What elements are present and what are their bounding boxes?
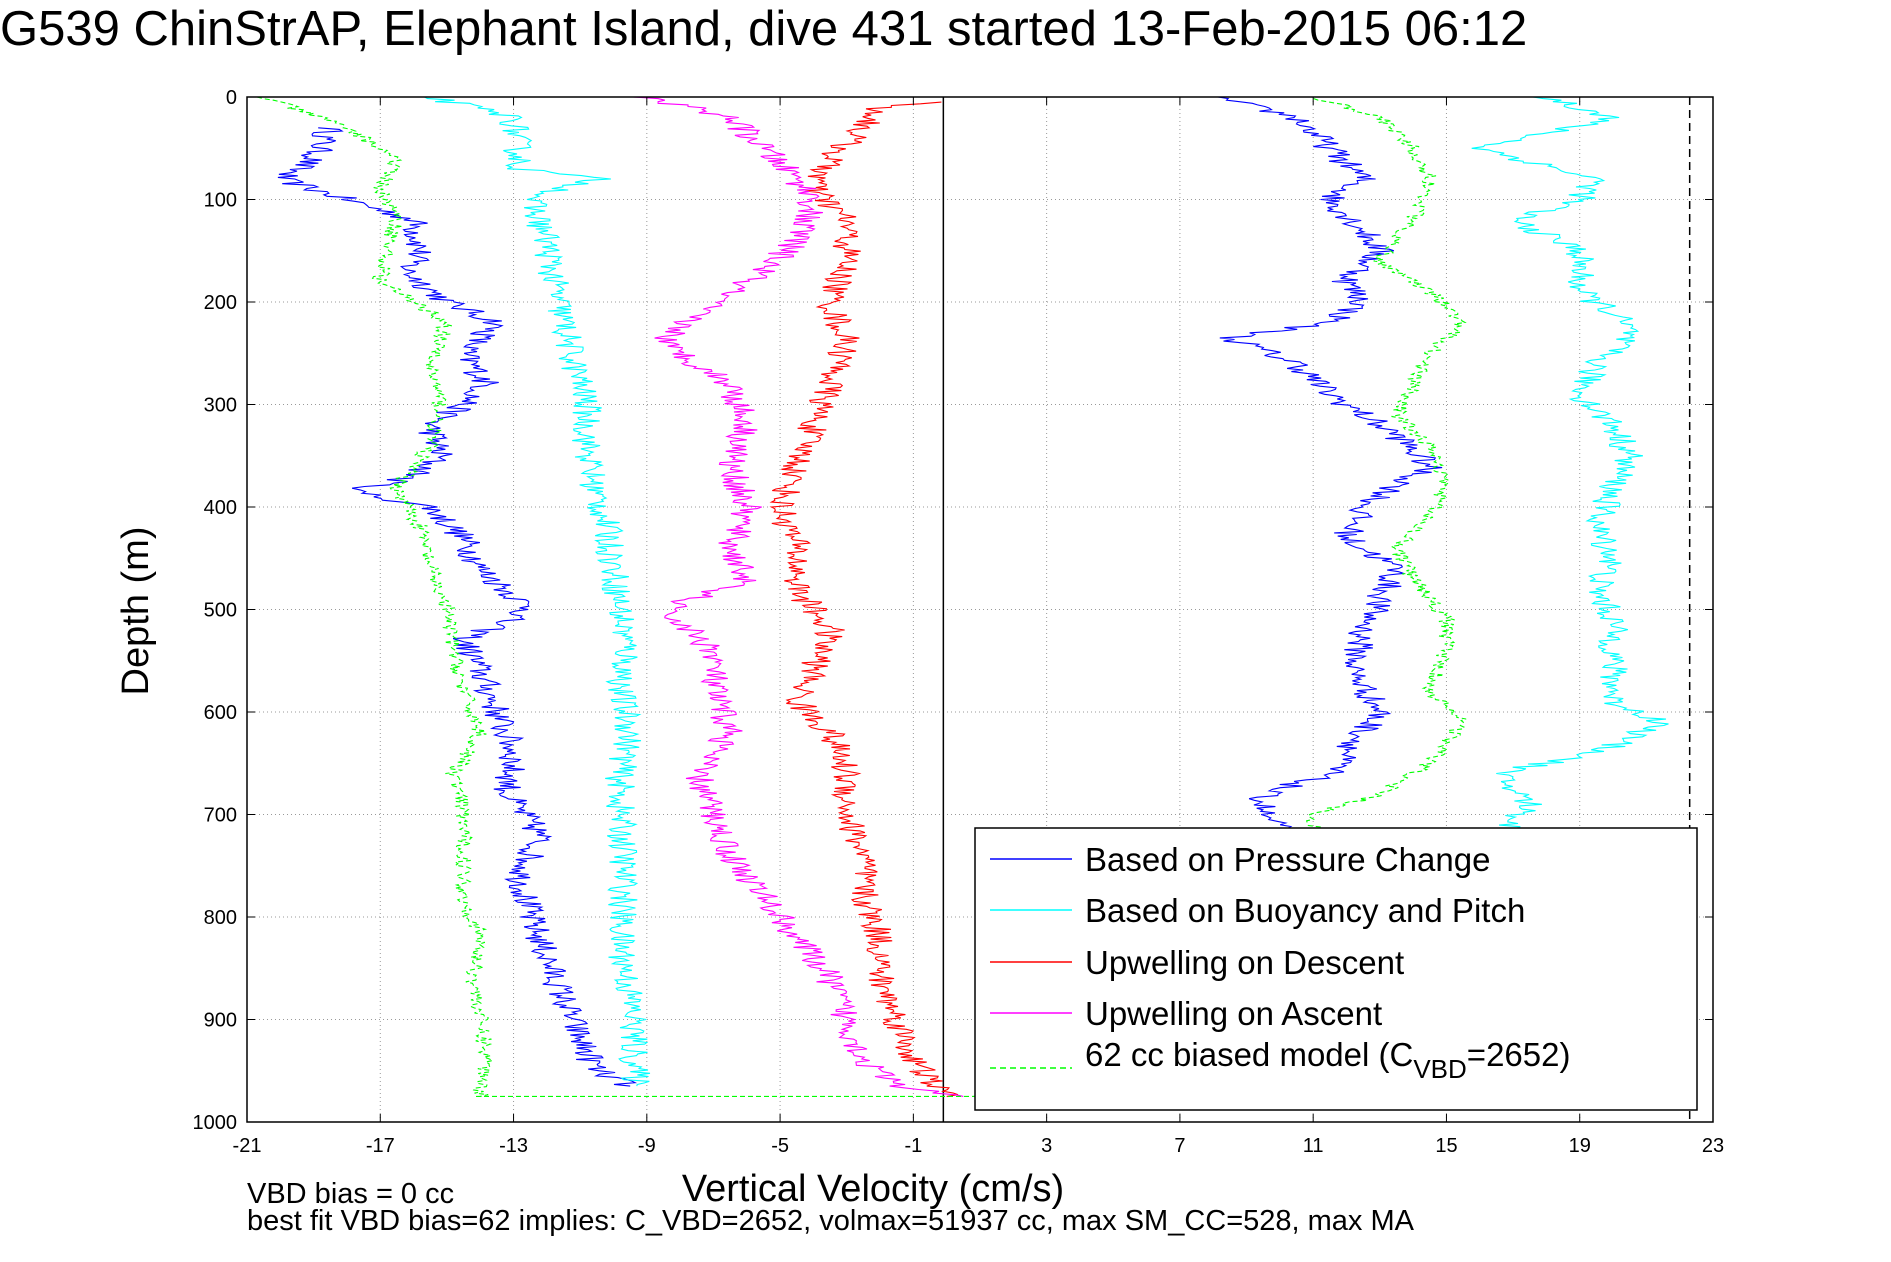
series-line-based-on-buoyancy-and-pitch-ascent: [1471, 96, 1669, 831]
x-axis-label: Vertical Velocity (cm/s): [682, 1168, 1064, 1210]
grid: [247, 97, 1713, 1122]
x-tick-label: 11: [1303, 1135, 1324, 1157]
legend-model-subscript: VBD: [1413, 1054, 1466, 1084]
legend-label-descent: Upwelling on Descent: [1085, 944, 1404, 981]
x-tick-label: -9: [638, 1135, 656, 1157]
x-tick-label: 15: [1435, 1135, 1457, 1157]
chart-title: G539 ChinStrAP, Elephant Island, dive 43…: [0, 2, 1528, 56]
x-tick-label: -13: [499, 1135, 528, 1157]
x-axis-ticks: -21 -17 -13 -9 -5 -1 3 7 11 15 19 23: [233, 97, 1724, 1157]
y-tick-label: 200: [204, 292, 237, 314]
y-tick-label: 100: [204, 190, 237, 212]
legend-label-buoyancy: Based on Buoyancy and Pitch: [1085, 892, 1525, 929]
x-tick-label: 19: [1569, 1135, 1591, 1157]
legend-label-ascent: Upwelling on Ascent: [1085, 995, 1382, 1032]
y-tick-label: 700: [204, 805, 237, 827]
x-tick-label: 7: [1174, 1135, 1185, 1157]
legend-box: [974, 827, 1698, 1111]
best-fit-note: best fit VBD bias=62 implies: C_VBD=2652…: [247, 1205, 1415, 1237]
y-tick-label: 500: [204, 600, 237, 622]
series-line-based-on-pressure-change-ascent: [1217, 96, 1443, 831]
y-tick-label: 0: [226, 87, 237, 109]
series-line-62-cc-biased-model-cvbd-2652-ascent: [476, 96, 1467, 1097]
legend-model-prefix: 62 cc biased model (C: [1085, 1036, 1413, 1073]
legend-label-pressure: Based on Pressure Change: [1085, 841, 1490, 878]
reference-lines: [942, 97, 1691, 1122]
series-line-upwelling-on-ascent-descent: [633, 96, 964, 1097]
x-tick-label: 23: [1702, 1135, 1724, 1157]
series-line-based-on-buoyancy-and-pitch-descent: [424, 96, 651, 1087]
legend: Based on Pressure Change Based on Buoyan…: [974, 827, 1698, 1111]
series-line-based-on-pressure-change-descent: [277, 127, 638, 1087]
y-tick-label: 900: [204, 1010, 237, 1032]
x-tick-label: -21: [233, 1135, 262, 1157]
x-tick-label: -17: [366, 1135, 395, 1157]
x-tick-label: -1: [904, 1135, 922, 1157]
y-tick-label: 1000: [193, 1112, 238, 1134]
legend-label-model: 62 cc biased model (CVBD=2652): [1085, 1036, 1570, 1084]
y-tick-label: 300: [204, 395, 237, 417]
y-axis-label: Depth (m): [115, 527, 157, 696]
x-tick-label: -5: [771, 1135, 789, 1157]
legend-model-suffix: =2652): [1467, 1036, 1571, 1073]
series-line-62-cc-biased-model-cvbd-2652-descent: [256, 96, 495, 1097]
y-axis-ticks: 0 100 200 300 400 500 600 700 800 900 1000: [193, 87, 1713, 1134]
vbd-bias-note: VBD bias = 0 cc: [247, 1178, 454, 1210]
data-series: [256, 96, 1669, 1097]
y-tick-label: 600: [204, 702, 237, 724]
y-tick-label: 400: [204, 497, 237, 519]
x-tick-label: 3: [1041, 1135, 1052, 1157]
y-tick-label: 800: [204, 907, 237, 929]
series-line-upwelling-on-descent-descent: [769, 101, 959, 1097]
